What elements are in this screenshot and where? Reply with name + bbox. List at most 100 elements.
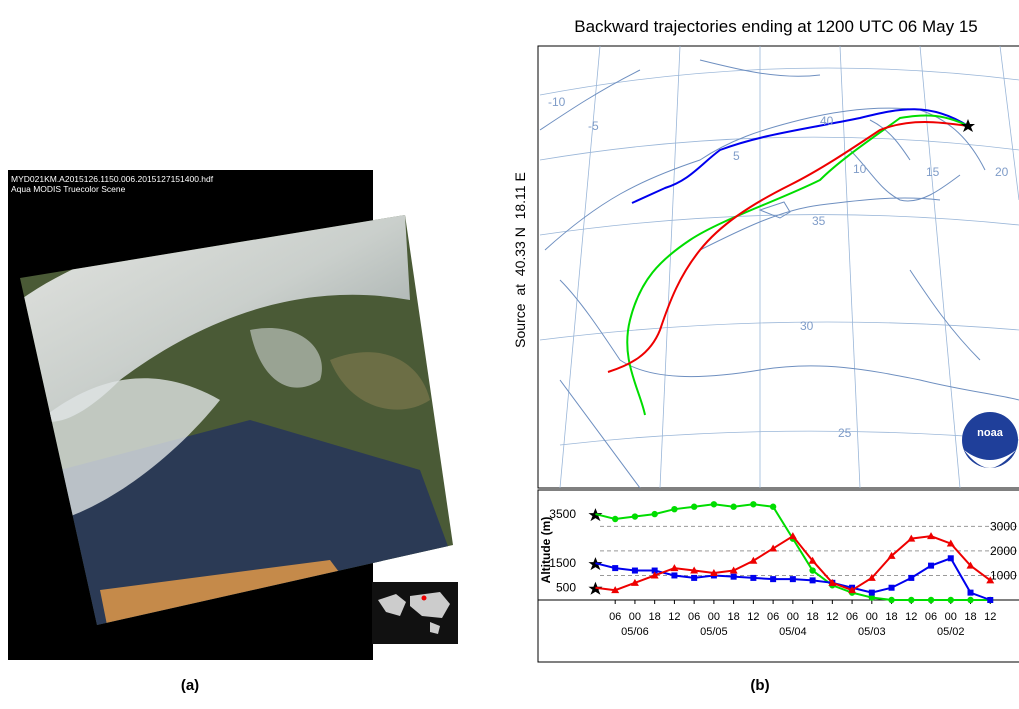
marker: [670, 564, 679, 572]
marker: [986, 576, 995, 584]
map-label: 30: [800, 319, 814, 333]
marker: [730, 503, 737, 510]
map-label: 40: [820, 114, 834, 128]
marker: [749, 556, 758, 564]
satellite-panel: MYD021KM.A2015126.1150.006.2015127151400…: [8, 170, 458, 694]
inset-location: [421, 595, 427, 601]
marker: [867, 573, 876, 581]
marker: [611, 515, 619, 523]
caption-b: (b): [750, 677, 769, 694]
marker: [612, 565, 619, 572]
satellite-scene: [20, 215, 453, 625]
blue-trajectory: [631, 108, 969, 204]
y-axis-label: Altitude (m): [539, 517, 553, 584]
marker: [651, 567, 658, 574]
x-tick-label: 18: [806, 611, 818, 623]
marker: [868, 589, 875, 596]
x-tick-label: 06: [925, 611, 937, 623]
map-label: 20: [995, 165, 1009, 179]
date-label: 05/05: [700, 626, 728, 638]
marker: [927, 596, 935, 604]
x-tick-label: 00: [945, 611, 957, 623]
marker: [631, 513, 639, 520]
marker: [908, 596, 915, 604]
x-tick-label: 18: [964, 611, 976, 623]
x-tick-label: 00: [629, 611, 641, 623]
marker: [710, 501, 718, 508]
marker: [887, 551, 896, 559]
x-tick-label: 18: [649, 611, 661, 623]
marker: [650, 571, 659, 579]
source-label: Source at 40.33 N 18.11 E: [512, 172, 528, 348]
source-star: [961, 119, 975, 132]
marker: [769, 503, 777, 510]
x-tick-label: 00: [866, 611, 878, 623]
chart-title: Backward trajectories ending at 1200 UTC…: [574, 17, 977, 36]
marker: [947, 596, 954, 604]
marker: [888, 596, 895, 604]
map-frame: [537, 45, 1019, 489]
marker: [868, 594, 876, 601]
marker: [947, 555, 954, 562]
inset-continents: [378, 592, 450, 634]
y-tick-label: 1500: [549, 556, 576, 570]
marker: [828, 578, 837, 586]
x-tick-label: 00: [708, 611, 720, 623]
marker: [651, 510, 658, 518]
map-label: 10: [853, 162, 867, 176]
altitude-line: [595, 503, 991, 601]
date-label: 05/06: [621, 626, 649, 638]
x-tick-label: 12: [826, 611, 838, 623]
map-label: 25: [838, 426, 852, 440]
marker: [946, 539, 955, 547]
marker: [809, 567, 816, 574]
marker: [808, 556, 817, 564]
caption-a: (a): [181, 677, 199, 694]
marker: [809, 577, 816, 584]
marker: [967, 596, 974, 604]
x-tick-label: 00: [787, 611, 799, 623]
x-tick-label: 12: [984, 611, 996, 623]
x-tick-label: 06: [609, 611, 621, 623]
logo-text: noaa: [977, 427, 1004, 439]
x-tick-label: 18: [728, 611, 740, 623]
x-tick-label: 12: [905, 611, 917, 623]
scene-filename: MYD021KM.A2015126.1150.006.2015127151400…: [11, 174, 214, 184]
x-tick-label: 06: [688, 611, 700, 623]
map: [539, 46, 1019, 488]
marker: [907, 534, 916, 542]
marker: [611, 586, 620, 594]
y-tick-label: 500: [556, 581, 576, 595]
date-label: 05/02: [937, 626, 965, 638]
marker: [987, 597, 994, 603]
red-trajectory: [607, 121, 969, 373]
marker: [631, 567, 638, 574]
y2-tick-label: 2000: [990, 544, 1017, 558]
map-label: 35: [812, 214, 826, 228]
y2-tick-label: 3000: [990, 519, 1017, 533]
y2-tick-label: 1000: [990, 568, 1017, 582]
marker: [630, 578, 639, 586]
marker: [966, 561, 975, 569]
x-tick-label: 12: [747, 611, 759, 623]
scene-description: Aqua MODIS Truecolor Scene: [11, 184, 126, 194]
marker: [908, 574, 915, 581]
marker: [709, 569, 718, 576]
marker: [691, 574, 698, 581]
trajectories: [607, 108, 975, 416]
marker: [671, 505, 678, 513]
altitude-frame: [537, 489, 1019, 663]
marker: [788, 532, 797, 540]
date-label: 05/03: [858, 626, 886, 638]
marker: [888, 584, 895, 591]
marker: [967, 589, 974, 596]
y-tick-label: 3500: [549, 507, 576, 521]
x-tick-label: 12: [668, 611, 680, 623]
map-label: -5: [588, 119, 599, 133]
marker: [730, 573, 737, 580]
marker: [848, 586, 857, 594]
x-tick-label: 06: [767, 611, 779, 623]
marker: [671, 572, 678, 579]
marker: [770, 576, 777, 583]
